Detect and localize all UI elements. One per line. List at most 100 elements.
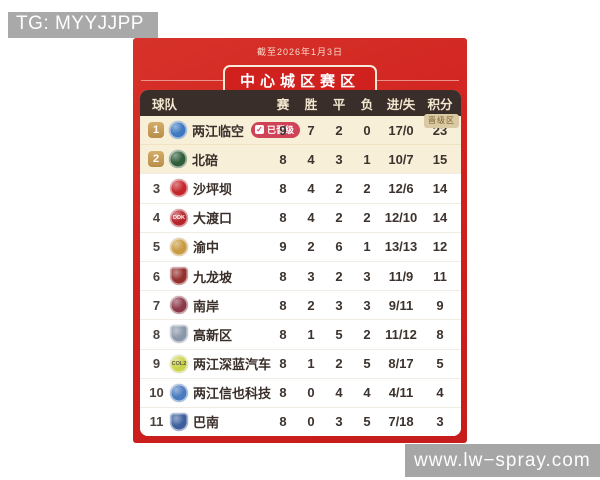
- draw-value: 3: [335, 414, 343, 430]
- header-points: 积分: [427, 97, 453, 112]
- draw-value: 2: [335, 356, 343, 372]
- win-value: 0: [307, 414, 315, 430]
- win-value: 3: [307, 268, 315, 284]
- played-value: 8: [279, 356, 287, 372]
- played-value: 8: [279, 414, 287, 430]
- team-cell: 2 北碚: [140, 150, 269, 169]
- loss-value: 5: [363, 356, 371, 372]
- points-value: 14: [432, 210, 448, 226]
- goals-value: 7/18: [388, 414, 414, 430]
- draw-value: 3: [335, 151, 343, 167]
- points-value: 12: [432, 239, 448, 255]
- team-logo-icon: [170, 179, 188, 198]
- header-win: 胜: [304, 97, 318, 112]
- team-cell: 8 高新区: [140, 325, 269, 344]
- loss-value: 4: [363, 385, 371, 401]
- team-name: 渝中: [193, 240, 220, 256]
- draw-value: 2: [335, 268, 343, 284]
- points-value: 14: [432, 180, 448, 196]
- team-logo-icon: [170, 296, 188, 315]
- team-cell: 7 南岸: [140, 296, 269, 315]
- played-value: 8: [279, 210, 287, 226]
- team-name: 两江深蓝汽车: [193, 357, 272, 373]
- table-row: 5 渝中 9 2 6 1 13/13 12: [140, 231, 461, 261]
- standings-card: 球队 赛 胜 平 负 进/失 积分 晋级区 1 两江临空 ✓ 已晋级 9 7 2 0 17/0 2…: [140, 90, 461, 436]
- goals-value: 13/13: [384, 239, 418, 255]
- table-header-row: 球队 赛 胜 平 负 进/失 积分: [140, 90, 461, 116]
- team-name: 南岸: [193, 298, 220, 314]
- loss-value: 5: [363, 414, 371, 430]
- loss-value: 1: [363, 239, 371, 255]
- played-value: 8: [279, 180, 287, 196]
- team-logo-icon: [170, 412, 188, 431]
- team-name: 北碚: [192, 152, 219, 168]
- rank-label: 5: [152, 239, 161, 255]
- goals-value: 17/0: [388, 122, 414, 138]
- table-row: 8 高新区 8 1 5 2 11/12 8: [140, 319, 461, 349]
- table-row: 3 沙坪坝 8 4 2 2 12/6 14: [140, 173, 461, 203]
- win-value: 7: [307, 122, 315, 138]
- checkmark-icon: ✓: [255, 125, 265, 135]
- rank-label: 1: [148, 122, 164, 139]
- draw-value: 2: [335, 210, 343, 226]
- team-cell: 3 沙坪坝: [140, 179, 269, 198]
- promoted-badge: ✓ 已晋级: [251, 121, 301, 139]
- team-name: 大渡口: [193, 211, 233, 227]
- table-row: 4 DDK 大渡口 8 4 2 2 12/10 14: [140, 202, 461, 232]
- draw-value: 2: [335, 122, 343, 138]
- goals-value: 11/9: [388, 268, 414, 284]
- played-value: 8: [279, 297, 287, 313]
- draw-value: 5: [335, 326, 343, 342]
- team-name: 沙坪坝: [193, 181, 233, 197]
- team-logo-icon: [170, 383, 188, 402]
- goals-value: 11/12: [385, 326, 417, 342]
- played-value: 8: [279, 268, 287, 284]
- team-logo-icon: DDK: [170, 208, 188, 227]
- standings-panel: 截至2026年1月3日 中心城区赛区 球队 赛 胜 平 负 进/失 积分 晋级区…: [133, 38, 467, 443]
- promotion-zone-tag: 晋级区: [424, 114, 459, 128]
- goals-value: 9/11: [388, 297, 414, 313]
- team-logo-icon: [170, 267, 188, 286]
- tg-banner-text: TG: MYYJJPP: [16, 13, 144, 34]
- team-name: 巴南: [193, 415, 220, 431]
- date-note: 截至2026年1月3日: [256, 47, 344, 57]
- draw-value: 3: [335, 297, 343, 313]
- header-goals: 进/失: [386, 97, 416, 112]
- team-logo-icon: COL2: [170, 354, 188, 373]
- points-value: 4: [436, 385, 444, 401]
- standings-rows: 1 两江临空 ✓ 已晋级 9 7 2 0 17/0 23 2 北碚 8 4 3 1 10/7 15 3 沙坪坝 8 4 2 2…: [140, 116, 461, 436]
- loss-value: 3: [363, 297, 371, 313]
- table-row: 2 北碚 8 4 3 1 10/7 15: [140, 144, 461, 174]
- points-value: 8: [436, 326, 444, 342]
- team-name: 两江临空: [192, 123, 245, 139]
- rank-label: 11: [149, 414, 164, 430]
- team-logo-icon: [170, 237, 188, 256]
- draw-value: 2: [335, 180, 343, 196]
- loss-value: 1: [363, 151, 371, 167]
- team-logo-icon: [169, 150, 187, 169]
- team-cell: 6 九龙坡: [140, 267, 269, 286]
- points-value: 5: [436, 356, 444, 372]
- team-name: 高新区: [193, 327, 233, 343]
- goals-value: 12/10: [384, 210, 418, 226]
- team-cell: 9 COL2 两江深蓝汽车: [140, 354, 272, 373]
- played-value: 8: [279, 151, 287, 167]
- goals-value: 4/11: [388, 385, 414, 401]
- team-logo-icon: [169, 121, 187, 140]
- table-row: 11 巴南 8 0 3 5 7/18 3: [140, 406, 461, 436]
- played-value: 9: [279, 239, 287, 255]
- watermark-text: www.lw−spray.com: [414, 449, 591, 471]
- team-cell: 10 两江信也科技: [140, 383, 271, 402]
- table-row: 6 九龙坡 8 3 2 3 11/9 11: [140, 260, 461, 291]
- team-cell: 4 DDK 大渡口: [140, 208, 269, 227]
- goals-value: 12/6: [388, 180, 414, 196]
- points-value: 3: [436, 414, 444, 430]
- header-loss: 负: [360, 97, 374, 112]
- points-value: 11: [433, 268, 447, 284]
- goals-value: 10/7: [388, 151, 414, 167]
- win-value: 4: [307, 180, 315, 196]
- rank-label: 8: [152, 326, 161, 342]
- team-logo-icon: [170, 325, 188, 344]
- team-cell: 1 两江临空 ✓ 已晋级: [140, 121, 301, 140]
